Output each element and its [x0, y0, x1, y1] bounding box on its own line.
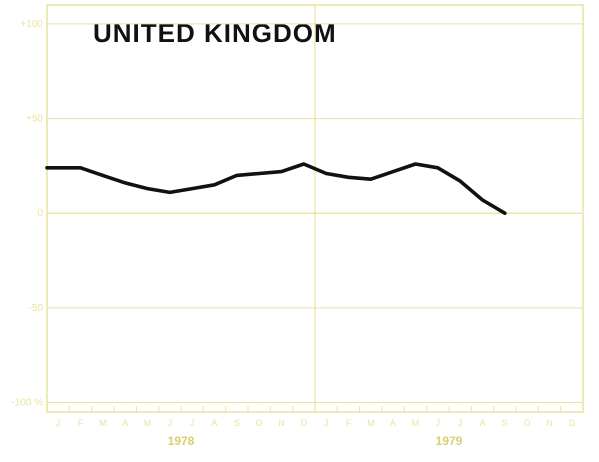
x-tick-label: J: [168, 418, 173, 428]
y-tick-label: -50: [29, 303, 44, 314]
year-label: 1978: [168, 434, 195, 448]
series-line: [45, 162, 507, 215]
x-tick-label: O: [524, 418, 531, 428]
x-tick-label: A: [122, 418, 128, 428]
chart-title: UNITED KINGDOM: [93, 18, 337, 48]
x-tick-label: J: [458, 418, 463, 428]
x-tick-label: A: [479, 418, 485, 428]
x-tick-label: F: [78, 418, 84, 428]
series-layer: [45, 162, 507, 215]
x-tick-label: M: [99, 418, 107, 428]
x-tick-label: M: [412, 418, 420, 428]
x-tick-label: J: [324, 418, 329, 428]
x-tick-label: D: [301, 418, 308, 428]
x-tick-label: S: [502, 418, 508, 428]
year-labels: 1978 1979: [168, 434, 463, 448]
x-tick-label: A: [211, 418, 217, 428]
x-tick-label: M: [367, 418, 375, 428]
x-tick-label: A: [390, 418, 396, 428]
y-tick-labels: +100 +50 0 -50 -100 %: [11, 19, 43, 409]
y-tick-label: +50: [26, 114, 43, 125]
x-tick-label: M: [144, 418, 152, 428]
y-tick-label: +100: [20, 19, 43, 30]
y-tick-label: 0: [37, 208, 43, 219]
year-label: 1979: [436, 434, 463, 448]
x-tick-label: D: [569, 418, 576, 428]
x-tick-label: J: [436, 418, 441, 428]
y-tick-label: -100 %: [11, 398, 43, 409]
x-tick-label: F: [346, 418, 352, 428]
x-tick-label: J: [56, 418, 61, 428]
x-tick-label: S: [234, 418, 240, 428]
x-tick-label: N: [278, 418, 285, 428]
x-tick-label: J: [190, 418, 195, 428]
x-tick-label: N: [546, 418, 553, 428]
x-tick-label: O: [256, 418, 263, 428]
grid-layer: [46, 4, 584, 413]
